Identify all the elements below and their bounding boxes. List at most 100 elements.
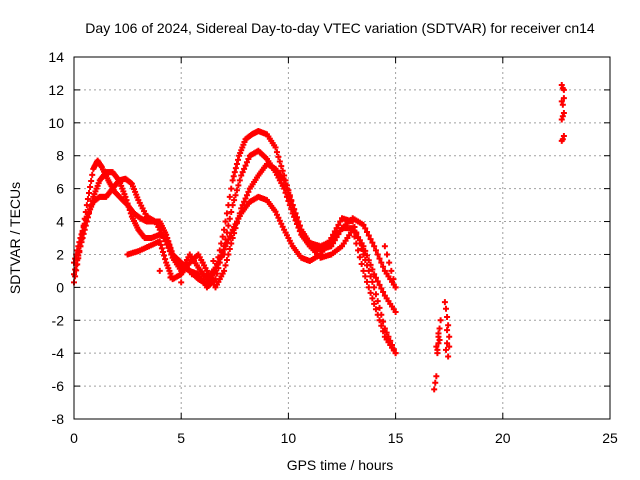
data-point (216, 255, 223, 262)
data-point (226, 193, 233, 200)
data-point (390, 276, 397, 283)
data-point (392, 350, 399, 357)
data-point (232, 225, 239, 232)
data-point (445, 322, 452, 329)
data-point (374, 278, 381, 285)
data-point (365, 232, 372, 239)
data-point (371, 284, 378, 291)
data-point (295, 218, 302, 225)
data-point (431, 386, 438, 393)
data-point (559, 101, 566, 108)
data-point (337, 218, 344, 225)
plot-frame (73, 56, 611, 420)
data-point (285, 189, 292, 196)
data-point (89, 171, 96, 178)
data-point (288, 197, 295, 204)
data-point (156, 238, 163, 245)
data-point (376, 281, 383, 288)
data-point (228, 208, 235, 215)
data-point (442, 346, 449, 353)
data-point (78, 231, 85, 238)
data-point (367, 273, 374, 280)
data-point (435, 340, 442, 347)
y-tick-label: 6 (56, 181, 64, 197)
data-point (333, 234, 340, 241)
series-late-e (381, 243, 399, 291)
y-tick-label: 2 (56, 246, 64, 262)
data-point (278, 163, 285, 170)
y-tick-label: -4 (52, 345, 65, 361)
data-point (432, 379, 439, 386)
data-point (444, 340, 451, 347)
data-point (444, 313, 451, 320)
data-point (243, 159, 250, 166)
data-point (229, 235, 236, 241)
data-point (337, 228, 344, 235)
data-point (79, 227, 86, 234)
data-point (238, 205, 245, 212)
data-point (291, 206, 298, 213)
data-point (236, 177, 243, 184)
data-point (437, 317, 444, 324)
data-point (364, 252, 371, 259)
data-point (210, 258, 217, 265)
data-point (328, 243, 335, 250)
data-point (235, 215, 242, 222)
data-point (273, 211, 280, 218)
data-point (384, 251, 391, 258)
data-point (362, 247, 369, 254)
data-point (76, 239, 83, 246)
data-point (364, 228, 371, 235)
data-point (242, 162, 249, 169)
data-point (72, 255, 79, 262)
data-point (558, 116, 565, 123)
data-point (369, 278, 376, 285)
data-point (178, 279, 185, 286)
data-point (127, 210, 134, 217)
data-point (335, 231, 342, 238)
series-cluster-17.5 (441, 299, 453, 360)
data-point (242, 195, 249, 202)
data-point (156, 267, 163, 274)
data-point (364, 278, 371, 285)
data-point (376, 255, 383, 262)
data-point (392, 309, 399, 316)
data-point (289, 202, 296, 209)
series-cluster-22.8 (558, 81, 567, 144)
data-point (446, 343, 453, 350)
data-point (231, 197, 238, 204)
data-point (162, 238, 169, 245)
chart-title: Day 106 of 2024, Sidereal Day-to-day VTE… (85, 20, 595, 36)
series-track-d (124, 160, 399, 357)
data-point (446, 333, 453, 340)
data-point (86, 190, 93, 197)
data-point (380, 263, 387, 270)
data-point (168, 251, 175, 258)
data-point (355, 247, 362, 254)
data-point (362, 256, 369, 263)
data-point (376, 317, 383, 324)
data-point (243, 192, 250, 199)
y-axis-label: SDTVAR / TECUs (7, 182, 23, 294)
data-points (71, 81, 567, 393)
x-axis-ticks: 0 5 10 15 20 25 (70, 57, 618, 446)
data-point (275, 214, 282, 221)
data-point (161, 252, 168, 259)
data-point (225, 236, 232, 243)
data-point (235, 156, 242, 163)
data-point (362, 225, 369, 232)
data-point (560, 109, 567, 116)
data-point (444, 327, 451, 334)
data-point (241, 198, 248, 205)
x-axis-label: GPS time / hours (287, 457, 394, 473)
y-tick-label: -6 (52, 378, 65, 394)
data-point (560, 132, 567, 139)
data-point (372, 274, 379, 281)
data-point (351, 233, 358, 240)
data-point (360, 221, 367, 228)
data-point (378, 285, 385, 292)
data-point (225, 222, 232, 229)
data-point (360, 251, 367, 258)
data-point (349, 226, 356, 233)
y-tick-label: -2 (52, 312, 65, 328)
